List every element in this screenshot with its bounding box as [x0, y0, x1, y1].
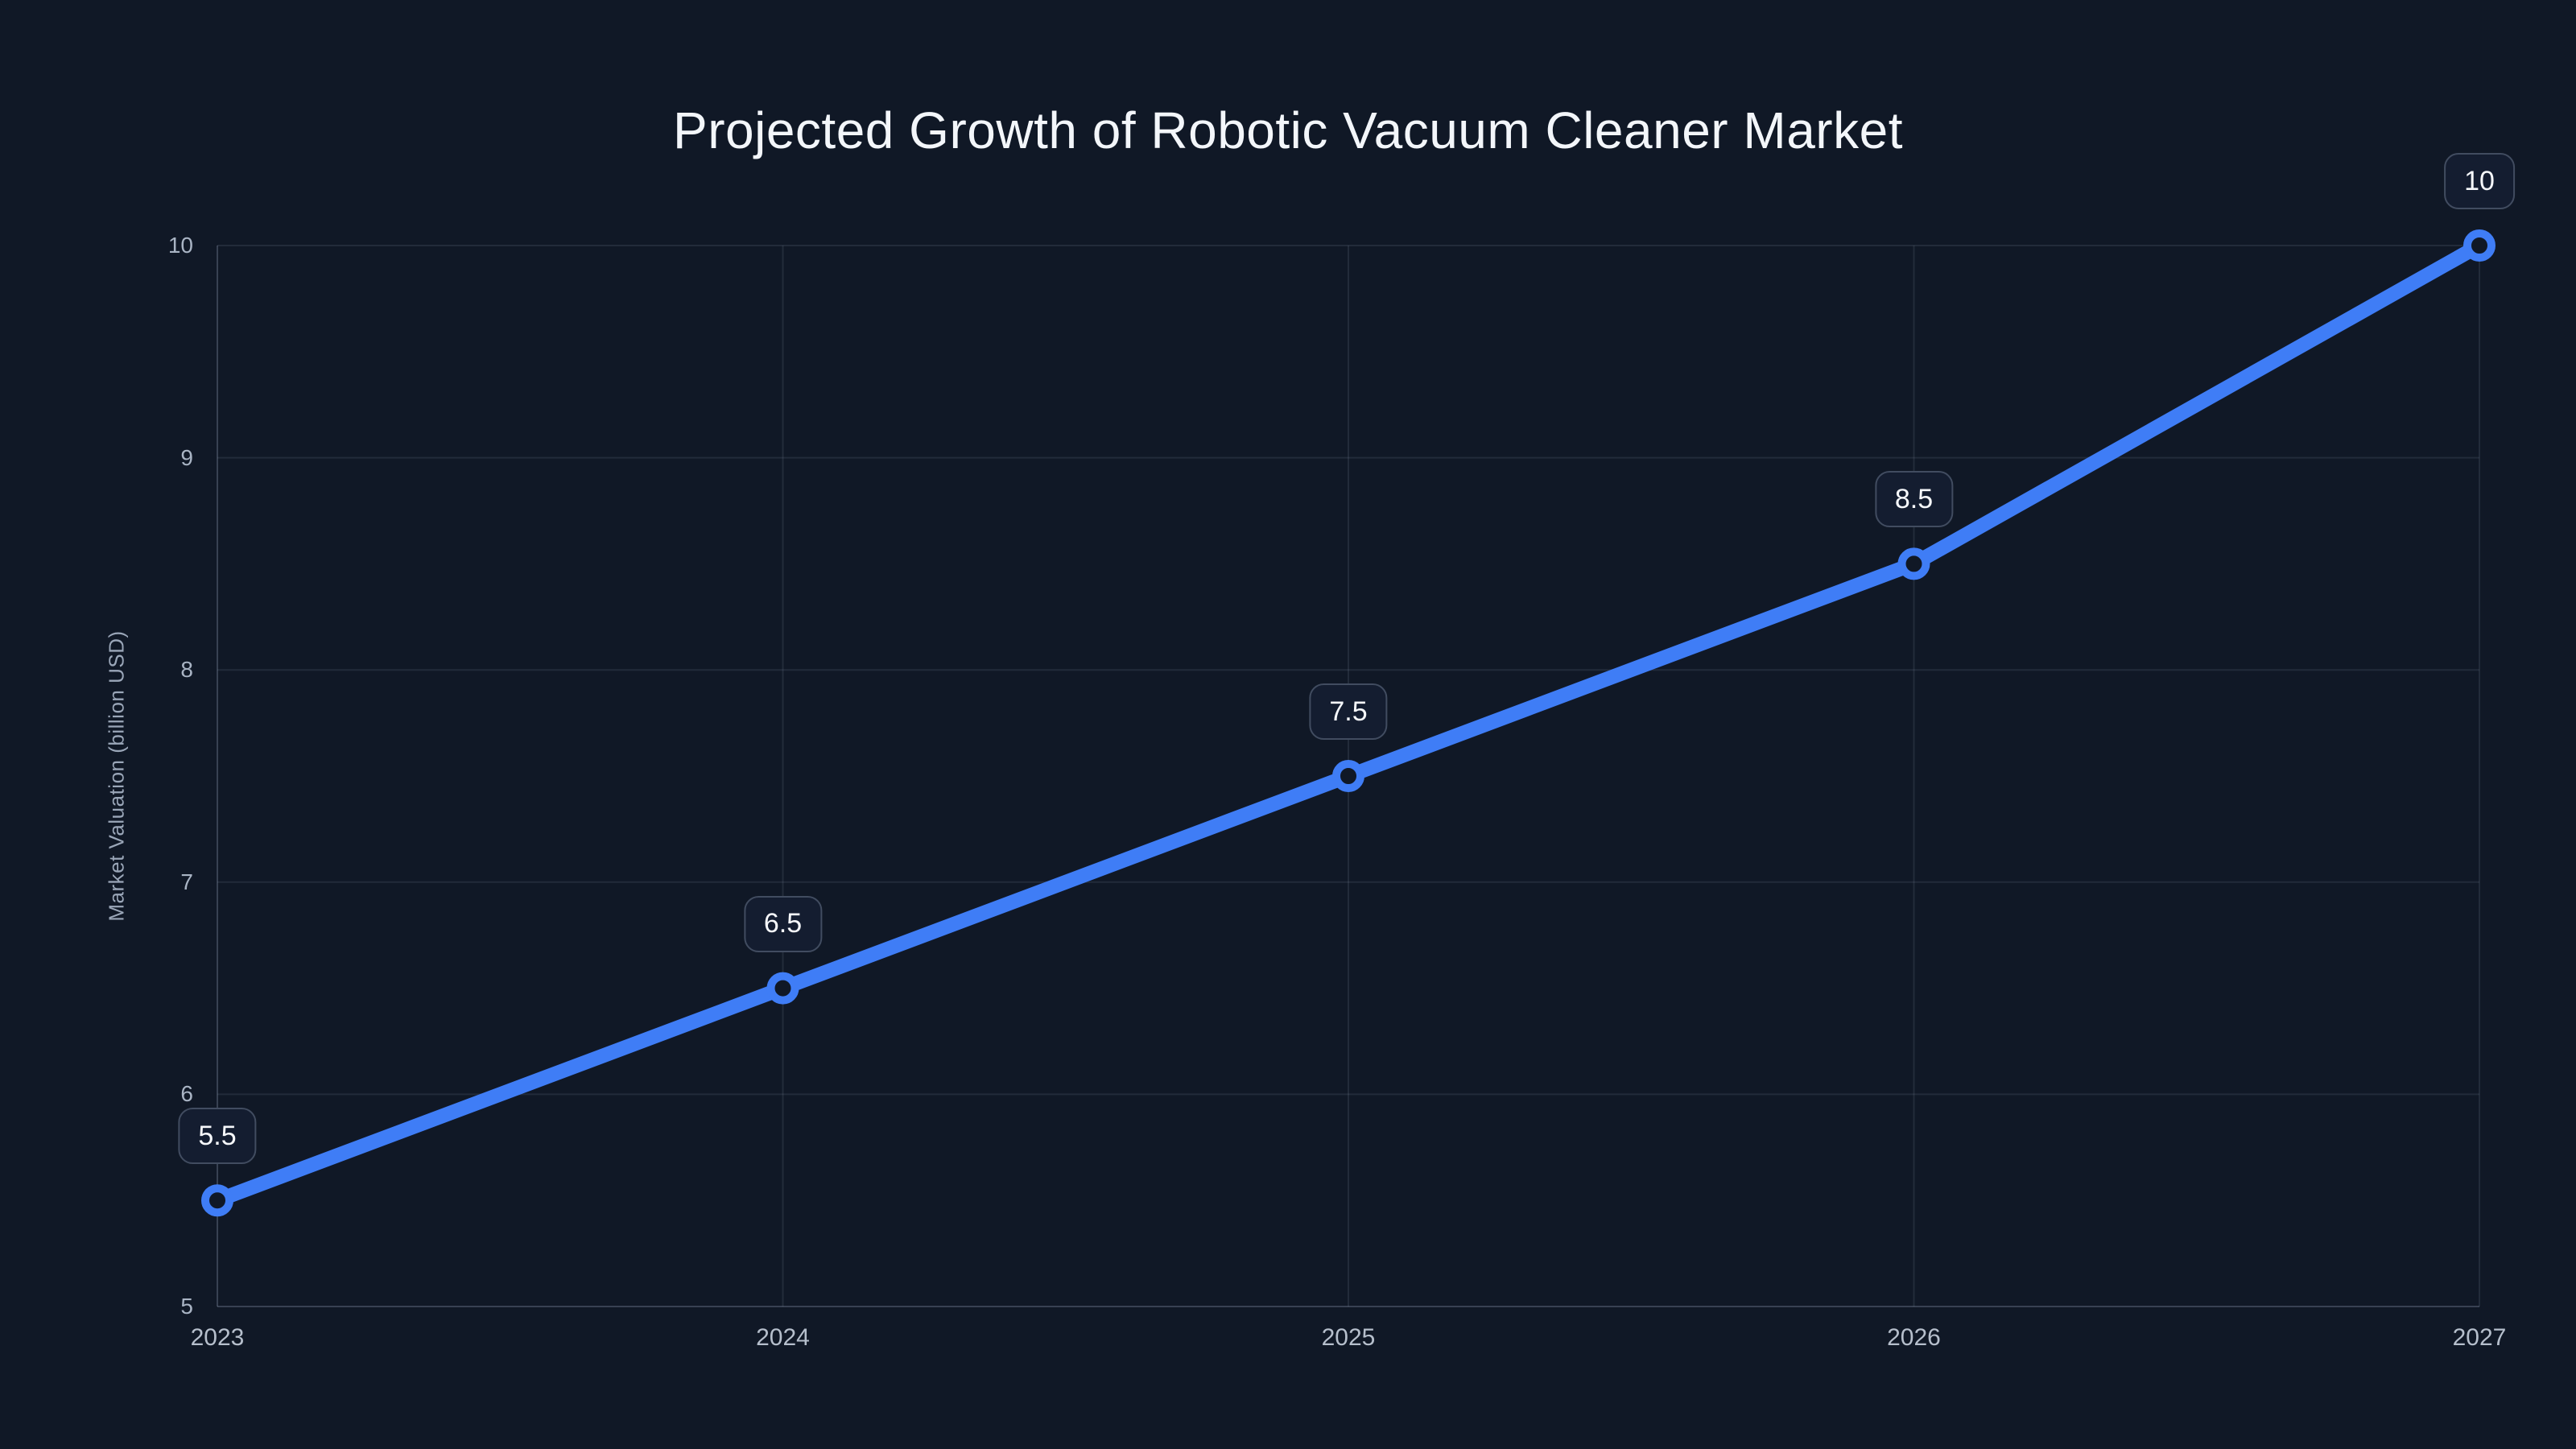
- x-tick-label: 2023: [190, 1324, 245, 1351]
- y-tick-label: 10: [167, 233, 193, 258]
- y-tick-label: 6: [180, 1081, 193, 1107]
- data-point-marker: [1332, 760, 1364, 792]
- x-tick-label: 2025: [1321, 1324, 1376, 1351]
- data-label: 6.5: [743, 895, 823, 952]
- data-point-marker: [1897, 547, 1930, 580]
- data-point-marker: [201, 1184, 233, 1217]
- x-tick-label: 2026: [1887, 1324, 1941, 1351]
- data-label: 5.5: [178, 1108, 257, 1165]
- chart-title: Projected Growth of Robotic Vacuum Clean…: [673, 101, 1903, 159]
- data-label: 8.5: [1874, 471, 1954, 528]
- data-point-marker: [766, 972, 799, 1005]
- y-tick-label: 9: [180, 444, 193, 470]
- x-tick-label: 2027: [2452, 1324, 2507, 1351]
- data-point-marker: [2463, 229, 2496, 262]
- data-label: 7.5: [1309, 683, 1388, 740]
- y-tick-label: 7: [180, 869, 193, 894]
- data-label: 10: [2444, 153, 2515, 209]
- y-tick-label: 5: [180, 1294, 193, 1319]
- y-tick-label: 8: [180, 657, 193, 683]
- x-tick-label: 2024: [756, 1324, 810, 1351]
